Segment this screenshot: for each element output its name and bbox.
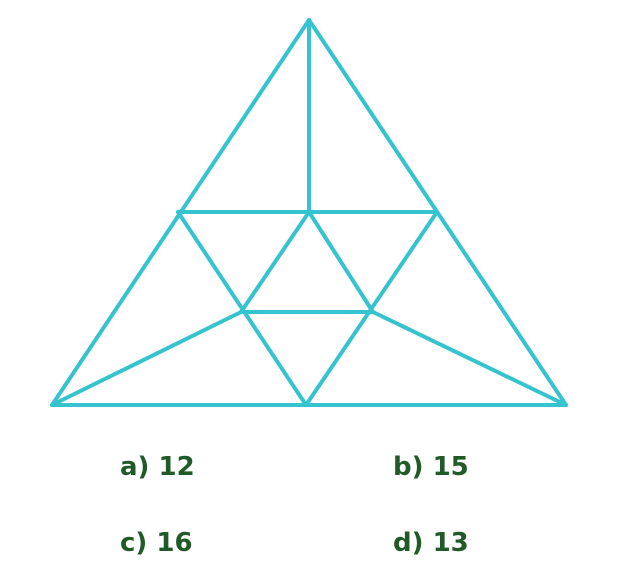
option-d-letter: d) bbox=[393, 528, 424, 558]
inner-left-line bbox=[239, 210, 311, 314]
option-a-value: 12 bbox=[158, 452, 195, 482]
option-b[interactable]: b) 15 bbox=[393, 452, 469, 482]
option-b-value: 15 bbox=[432, 452, 469, 482]
option-c-letter: c) bbox=[120, 528, 148, 558]
bottom-right-spoke-line bbox=[371, 310, 568, 407]
option-c[interactable]: c) 16 bbox=[120, 528, 193, 558]
inner-right-line bbox=[307, 210, 375, 314]
option-c-value: 16 bbox=[156, 528, 193, 558]
option-d[interactable]: d) 13 bbox=[393, 528, 469, 558]
triangle-figure bbox=[50, 18, 568, 407]
option-a-letter: a) bbox=[120, 452, 150, 482]
option-a[interactable]: a) 12 bbox=[120, 452, 195, 482]
bottom-left-spoke-line bbox=[50, 310, 243, 407]
option-d-value: 13 bbox=[432, 528, 469, 558]
option-b-letter: b) bbox=[393, 452, 424, 482]
